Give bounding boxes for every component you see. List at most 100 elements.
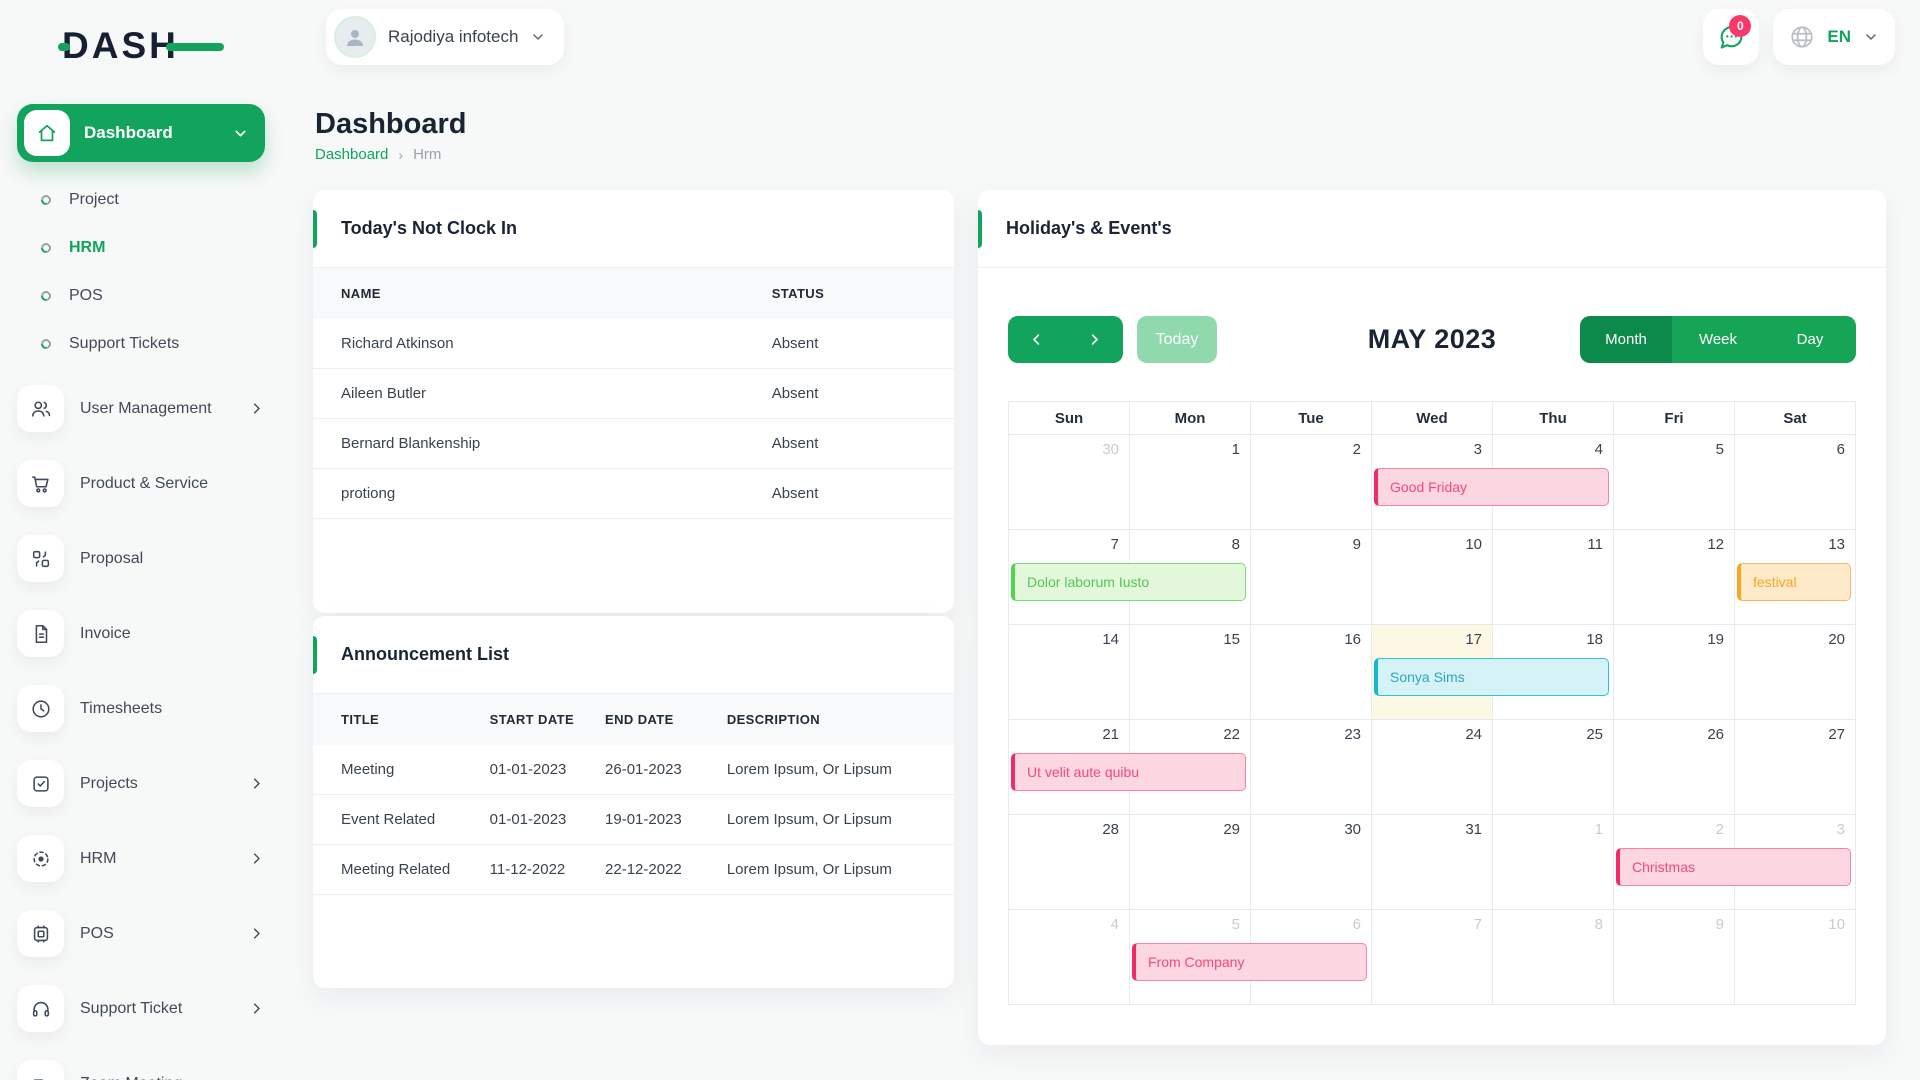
- calendar-event-ut-velit-aute-quibu[interactable]: Ut velit aute quibu: [1011, 753, 1246, 791]
- check-square-icon: [17, 760, 64, 807]
- calendar-day-cell[interactable]: 1: [1493, 815, 1614, 910]
- sidebar: Dashboard Project HRM POS Support Tickets U…: [17, 104, 273, 1080]
- clock-icon: [17, 685, 64, 732]
- calendar-day-cell[interactable]: 8: [1493, 910, 1614, 1005]
- prev-month-button[interactable]: [1008, 316, 1066, 363]
- column-header-end-date: END DATE: [605, 712, 674, 727]
- calendar-day-cell[interactable]: 19: [1614, 625, 1735, 720]
- sidebar-subitem-support-tickets[interactable]: Support Tickets: [17, 320, 273, 368]
- sidebar-item-zoom-meeting[interactable]: Zoom Meeting: [17, 1053, 273, 1080]
- sidebar-subitem-pos[interactable]: POS: [17, 272, 273, 320]
- sidebar-item-label: POS: [80, 924, 114, 942]
- calendar-day-cell[interactable]: 29: [1130, 815, 1251, 910]
- calendar-day-cell[interactable]: 28: [1009, 815, 1130, 910]
- language-selector[interactable]: EN: [1773, 9, 1895, 65]
- calendar-day-cell[interactable]: 26: [1614, 720, 1735, 815]
- calendar-day-cell[interactable]: 15: [1130, 625, 1251, 720]
- sidebar-item-product-service[interactable]: Product & Service: [17, 453, 273, 514]
- calendar-event-sonya-sims[interactable]: Sonya Sims: [1374, 658, 1609, 696]
- calendar-day-cell[interactable]: 2: [1251, 435, 1372, 530]
- chevron-right-icon: [247, 1000, 265, 1018]
- table-cell: 01-01-2023: [479, 794, 596, 845]
- calendar-day-cell[interactable]: 14: [1009, 625, 1130, 720]
- sidebar-item-support-ticket[interactable]: Support Ticket: [17, 978, 273, 1039]
- device-icon: [17, 910, 64, 957]
- calendar-day-cell[interactable]: 10: [1735, 910, 1856, 1005]
- view-day-button[interactable]: Day: [1764, 316, 1856, 363]
- column-header-start-date: START DATE: [489, 712, 575, 727]
- calendar-day-cell[interactable]: 30: [1251, 815, 1372, 910]
- calendar-day-cell[interactable]: 30: [1009, 435, 1130, 530]
- day-header-thu: Thu: [1493, 402, 1614, 435]
- table-row: Aileen Butler Absent: [313, 368, 954, 419]
- company-selector[interactable]: Rajodiya infotech: [326, 9, 565, 65]
- calendar-day-cell[interactable]: 7: [1372, 910, 1493, 1005]
- messages-button[interactable]: 0: [1703, 9, 1760, 65]
- chevron-right-icon: [253, 778, 260, 789]
- calendar-day-cell[interactable]: 20: [1735, 625, 1856, 720]
- calendar-nav-group: [1008, 316, 1123, 363]
- view-week-button[interactable]: Week: [1672, 316, 1764, 363]
- table-cell: Absent: [761, 468, 954, 519]
- dashboard-submenu: Project HRM POS Support Tickets: [17, 176, 273, 368]
- calendar-day-cell[interactable]: 4: [1009, 910, 1130, 1005]
- person-icon: [347, 30, 363, 46]
- sidebar-item-label: Timesheets: [80, 699, 163, 717]
- company-name: Rajodiya infotech: [388, 27, 519, 46]
- calendar-event-from-company[interactable]: From Company: [1131, 943, 1367, 981]
- sidebar-subitem-project[interactable]: Project: [17, 176, 273, 224]
- chevron-down-icon: [1866, 34, 1876, 40]
- breadcrumb-dashboard-link[interactable]: Dashboard: [315, 146, 389, 163]
- calendar-day-cell[interactable]: 16: [1251, 625, 1372, 720]
- card-header: Announcement List: [313, 616, 954, 694]
- sidebar-item-dashboard[interactable]: Dashboard: [17, 104, 265, 162]
- bullet-icon: [38, 336, 54, 352]
- calendar-day-cell[interactable]: 10: [1372, 530, 1493, 625]
- table-row: Richard Atkinson Absent: [313, 319, 954, 369]
- calendar-day-cell[interactable]: 27: [1735, 720, 1856, 815]
- sidebar-item-invoice[interactable]: Invoice: [17, 603, 273, 664]
- day-header-mon: Mon: [1130, 402, 1251, 435]
- sidebar-item-hrm[interactable]: HRM: [17, 828, 273, 889]
- calendar-day-cell[interactable]: 6: [1735, 435, 1856, 530]
- bullet-icon: [38, 288, 54, 304]
- breadcrumb-current: Hrm: [413, 146, 442, 163]
- calendar-event-good-friday[interactable]: Good Friday: [1374, 468, 1609, 506]
- calendar-day-cell[interactable]: 12: [1614, 530, 1735, 625]
- view-month-button[interactable]: Month: [1580, 316, 1672, 363]
- app-logo[interactable]: DASH: [58, 24, 252, 68]
- table-cell: Absent: [761, 319, 954, 369]
- day-header-wed: Wed: [1372, 402, 1493, 435]
- calendar-day-cell[interactable]: 25: [1493, 720, 1614, 815]
- next-month-button[interactable]: [1066, 316, 1124, 363]
- calendar-day-cell[interactable]: 31: [1372, 815, 1493, 910]
- calendar-day-cell[interactable]: 9: [1614, 910, 1735, 1005]
- calendar-day-cell[interactable]: 5: [1614, 435, 1735, 530]
- sidebar-item-user-management[interactable]: User Management: [17, 378, 273, 439]
- users-icon: [17, 385, 64, 432]
- sidebar-subitem-hrm[interactable]: HRM: [17, 224, 273, 272]
- calendar-event-dolor-laborum-iusto[interactable]: Dolor laborum Iusto: [1011, 563, 1246, 601]
- today-button[interactable]: Today: [1137, 316, 1217, 363]
- calendar-day-cell[interactable]: 1: [1130, 435, 1251, 530]
- table-cell: Meeting: [313, 745, 480, 795]
- notification-badge: 0: [1729, 15, 1752, 37]
- calendar-day-cell[interactable]: 24: [1372, 720, 1493, 815]
- sidebar-item-proposal[interactable]: Proposal: [17, 528, 273, 589]
- calendar-day-cell[interactable]: 9: [1251, 530, 1372, 625]
- card-header: Holiday's & Event's: [978, 190, 1886, 268]
- announcement-card: Announcement List TITLE START DATE END DAT…: [313, 616, 954, 988]
- sidebar-item-projects[interactable]: Projects: [17, 753, 273, 814]
- logo-text: DASH: [62, 25, 179, 66]
- chevron-right-icon: [1091, 334, 1098, 345]
- calendar-day-cell[interactable]: 11: [1493, 530, 1614, 625]
- calendar-event-christmas[interactable]: Christmas: [1616, 848, 1851, 886]
- calendar-event-festival[interactable]: festival: [1737, 563, 1851, 601]
- calendar-day-headers: Sun Mon Tue Wed Thu Fri Sat: [1009, 402, 1856, 435]
- sidebar-item-pos[interactable]: POS: [17, 903, 273, 964]
- sidebar-item-timesheets[interactable]: Timesheets: [17, 678, 273, 739]
- table-header-row: NAME STATUS: [313, 268, 954, 319]
- day-header-sat: Sat: [1735, 402, 1856, 435]
- calendar-day-cell[interactable]: 23: [1251, 720, 1372, 815]
- table-cell: Meeting Related: [313, 844, 480, 895]
